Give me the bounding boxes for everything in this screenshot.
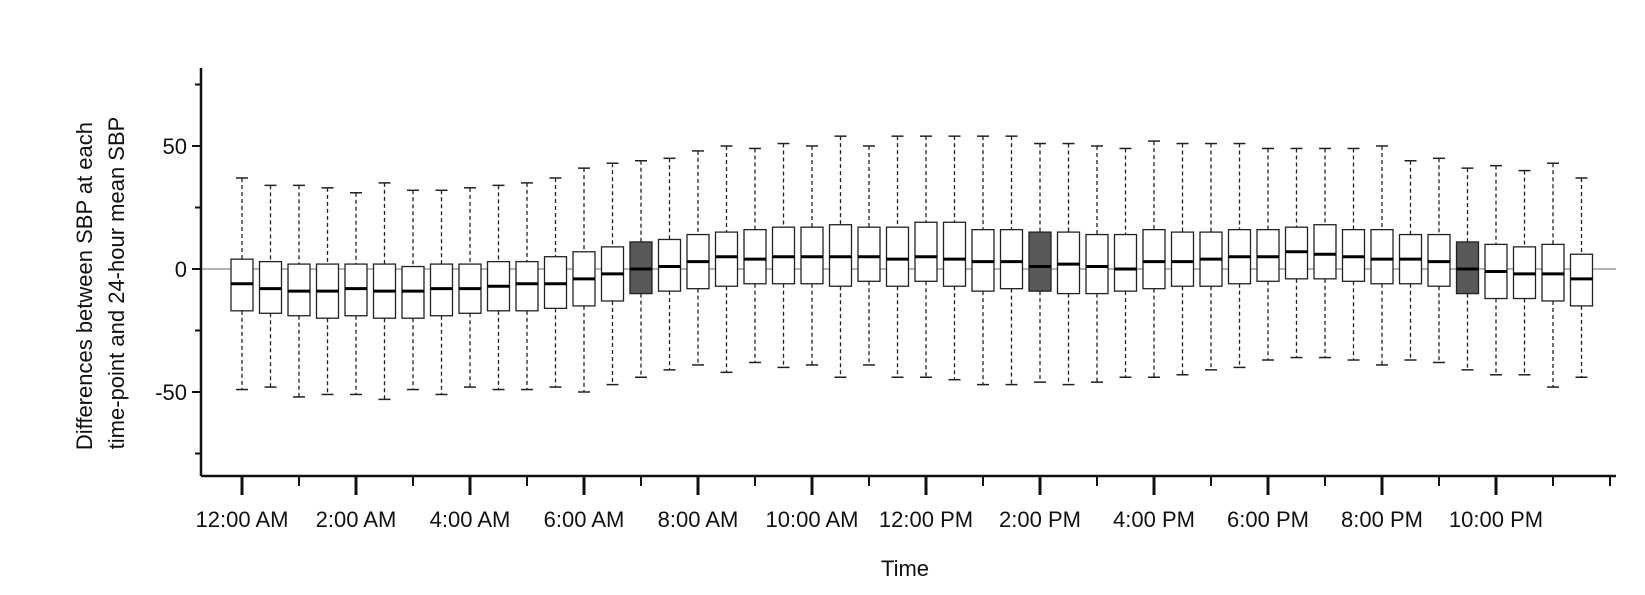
box-400 <box>458 187 482 388</box>
box-030 <box>258 184 283 388</box>
iqr-box <box>515 260 539 312</box>
box-2100 <box>1427 157 1451 364</box>
box-230 <box>372 182 397 401</box>
x-tick-label: 6:00 PM <box>1227 507 1309 532</box>
box-1900 <box>1313 147 1337 359</box>
x-tick-label: 4:00 PM <box>1113 507 1195 532</box>
y-axis-title-line-2: time-point and 24-hour mean SBP <box>104 117 129 450</box>
box-2230 <box>1512 169 1537 376</box>
x-tick-label: 10:00 AM <box>766 507 859 532</box>
box-2030 <box>1398 160 1423 361</box>
box-730 <box>657 157 682 371</box>
y-axis-title: Differences between SBP at each time-poi… <box>72 116 129 450</box>
box-2000 <box>1370 145 1394 366</box>
axis-layer <box>199 68 1616 478</box>
box-000 <box>230 177 254 391</box>
iqr-box <box>999 228 1024 290</box>
box-900 <box>743 147 767 364</box>
box-1630 <box>1170 142 1195 376</box>
x-tick-label: 12:00 AM <box>196 507 289 532</box>
box-1000 <box>800 145 824 366</box>
box-1800 <box>1256 147 1280 361</box>
box-2330 <box>1569 177 1594 378</box>
x-tick-label: 12:00 PM <box>879 507 973 532</box>
x-tick-label: 8:00 AM <box>658 507 739 532</box>
x-tick-label: 2:00 AM <box>316 507 397 532</box>
box-330 <box>429 189 454 396</box>
x-tick-label: 8:00 PM <box>1341 507 1423 532</box>
box-300 <box>401 189 425 391</box>
box-1100 <box>857 145 881 366</box>
box-130 <box>315 187 340 396</box>
box-1130 <box>885 135 910 378</box>
iqr-box <box>1370 228 1394 285</box>
box-1330 <box>999 135 1024 386</box>
box-200 <box>344 191 368 396</box>
x-tick-label: 2:00 PM <box>999 507 1081 532</box>
box-1600 <box>1142 140 1166 378</box>
box-1400 <box>1028 142 1052 383</box>
box-2300 <box>1541 162 1565 388</box>
box-2130 <box>1455 167 1480 371</box>
iqr-box <box>857 226 881 282</box>
iqr-box <box>1142 228 1166 290</box>
box-1200 <box>914 135 938 378</box>
box-2200 <box>1484 164 1508 376</box>
box-1030 <box>828 135 853 378</box>
iqr-box <box>914 221 938 282</box>
box-layer <box>230 135 1594 401</box>
box-700 <box>629 160 653 378</box>
box-1730 <box>1227 142 1252 369</box>
box-800 <box>686 150 710 366</box>
box-530 <box>543 177 568 388</box>
iqr-box <box>885 226 910 287</box>
box-100 <box>287 184 311 398</box>
iqr-box <box>942 221 967 287</box>
x-tick-label: 10:00 PM <box>1449 507 1543 532</box>
box-1530 <box>1113 147 1138 378</box>
iqr-box <box>714 231 739 287</box>
iqr-box <box>1085 233 1109 295</box>
iqr-box <box>1170 231 1195 287</box>
box-430 <box>486 184 511 391</box>
box-1930 <box>1341 147 1366 361</box>
y-axis-title-line-1: Differences between SBP at each <box>72 122 97 450</box>
box-1230 <box>942 135 967 381</box>
box-500 <box>515 182 539 391</box>
box-630 <box>600 162 625 386</box>
y-tick-label: -50 <box>155 380 187 405</box>
box-1430 <box>1056 142 1081 386</box>
iqr-box <box>1113 233 1138 292</box>
highlighted-box <box>1028 231 1052 292</box>
box-1300 <box>971 135 995 386</box>
iqr-box <box>1313 224 1337 280</box>
x-tick-label: 4:00 AM <box>430 507 511 532</box>
box-1700 <box>1199 142 1223 371</box>
box-930 <box>771 142 796 369</box>
box-600 <box>572 167 596 393</box>
x-tick-label: 6:00 AM <box>544 507 625 532</box>
y-tick-label: 50 <box>163 134 187 159</box>
x-axis-title: Time <box>881 556 929 581</box>
iqr-box <box>743 228 767 285</box>
y-tick-label: 0 <box>175 257 187 282</box>
box-1500 <box>1085 145 1109 383</box>
box-1830 <box>1284 147 1309 359</box>
box-830 <box>714 145 739 374</box>
label-layer: Time Differences between SBP at each tim… <box>72 116 1543 581</box>
